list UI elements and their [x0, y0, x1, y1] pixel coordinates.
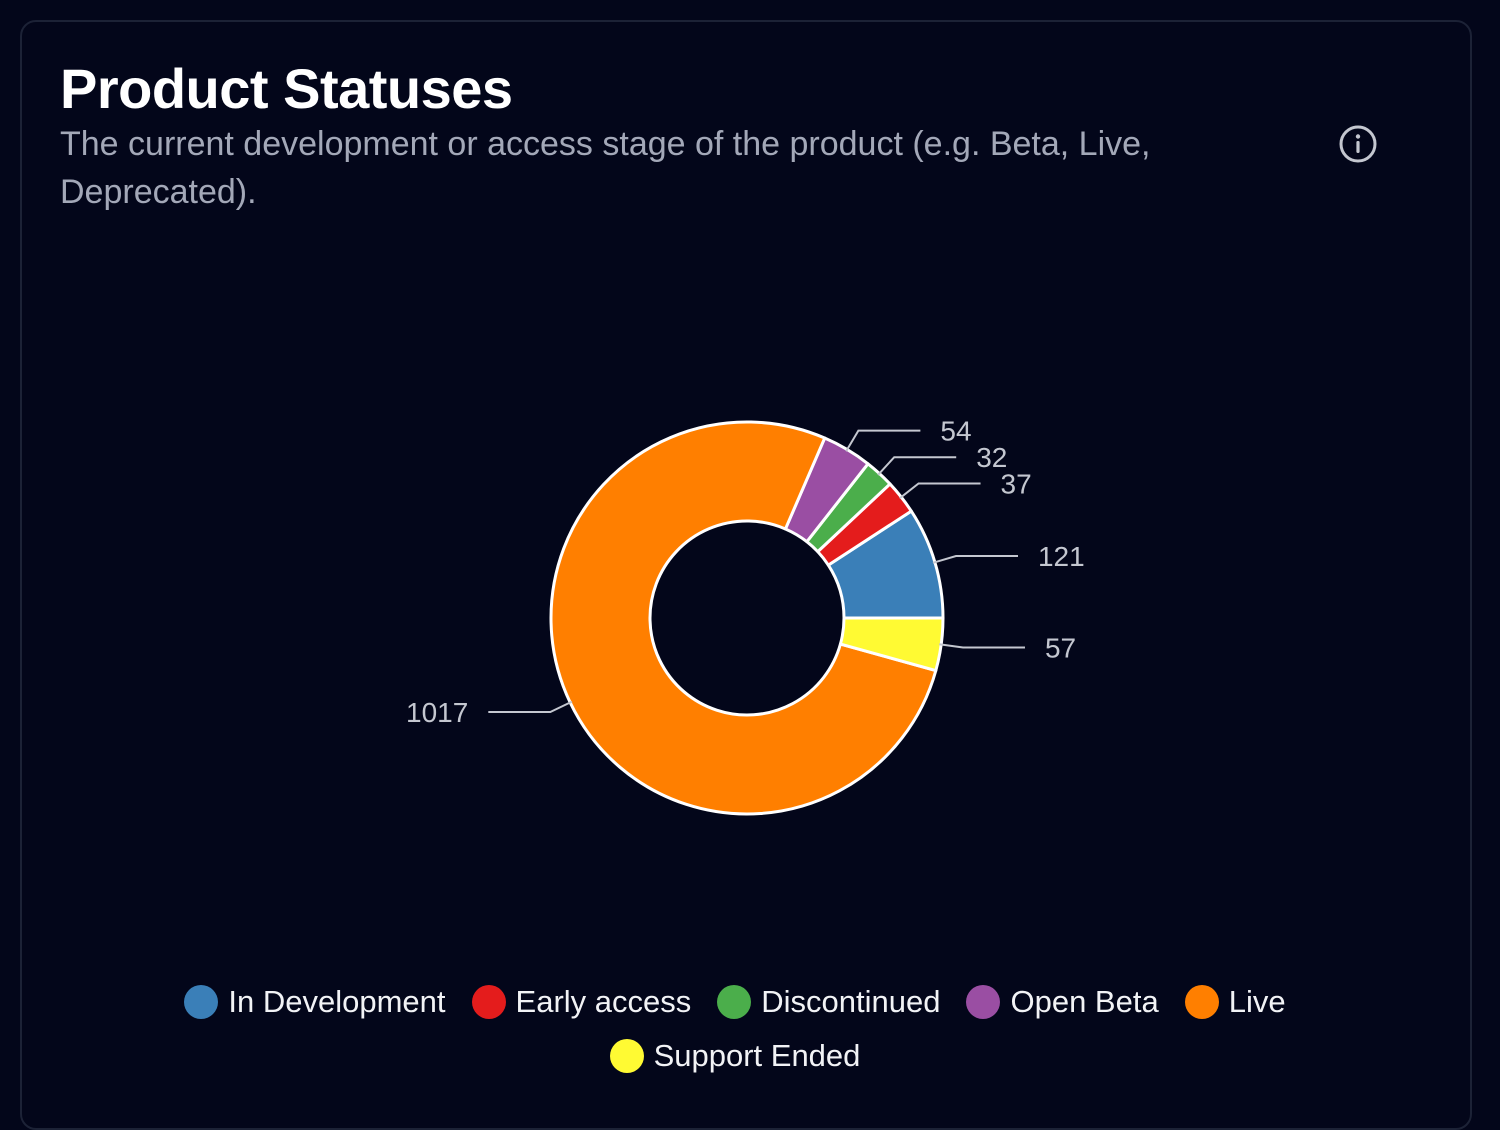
leader-line-support-ended [939, 643, 1025, 649]
leader-line-in-development [932, 554, 1018, 564]
legend-swatch [1184, 985, 1219, 1019]
chart-legend: In Development Early access Discontinued Op… [150, 984, 1320, 1074]
data-label-early-access: 37 [1001, 468, 1032, 499]
legend-swatch [717, 985, 752, 1019]
legend-swatch [184, 985, 219, 1019]
legend-swatch [966, 985, 1001, 1019]
legend-swatch [609, 1039, 644, 1073]
legend-label: Support Ended [653, 1038, 861, 1073]
slice-support-ended[interactable] [838, 616, 945, 673]
leader-line-early-access [899, 482, 981, 500]
data-label-live: 1017 [406, 697, 468, 728]
chart-description: The current development or access stage … [60, 125, 1151, 211]
legend-item-support-ended[interactable]: Support Ended [609, 1038, 861, 1074]
page-title: Product Statuses [60, 57, 513, 120]
slice-live[interactable] [549, 420, 938, 816]
legend-item-discontinued[interactable]: Discontinued [717, 984, 940, 1020]
leader-line-discontinued [877, 456, 957, 476]
legend-item-live[interactable]: Live [1184, 984, 1286, 1020]
legend-label: Open Beta [1010, 984, 1159, 1019]
legend-item-open-beta[interactable]: Open Beta [966, 984, 1159, 1020]
legend-item-early-access[interactable]: Early access [471, 984, 692, 1020]
leader-line-open-beta [845, 429, 921, 452]
legend-swatch [471, 985, 506, 1019]
data-label-in-development: 121 [1038, 541, 1085, 572]
legend-item-in-development[interactable]: In Development [184, 984, 446, 1020]
data-label-open-beta: 54 [940, 416, 971, 447]
legend-label: Early access [515, 984, 692, 1019]
info-circle-icon [1339, 125, 1377, 163]
chart-card [20, 20, 1472, 1130]
legend-label: Live [1228, 984, 1286, 1019]
data-label-support-ended: 57 [1045, 633, 1076, 664]
legend-label: Discontinued [761, 984, 941, 1019]
info-button[interactable] [1338, 124, 1378, 164]
data-label-discontinued: 32 [976, 442, 1007, 473]
legend-label: In Development [228, 984, 446, 1019]
leader-line-live [488, 700, 573, 713]
